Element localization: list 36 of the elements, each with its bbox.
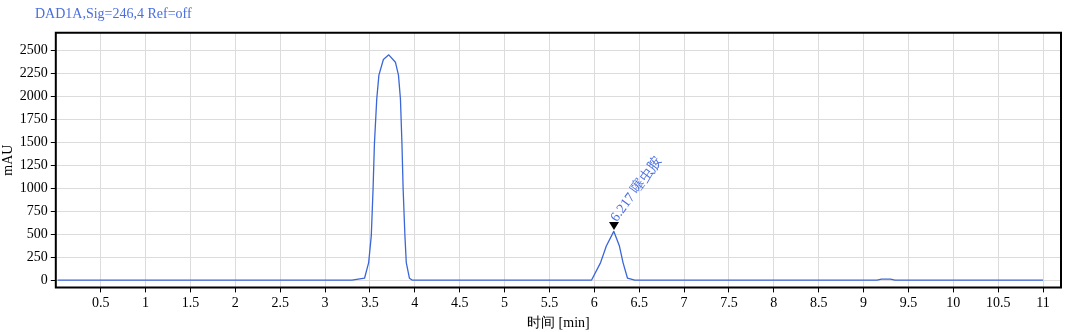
- x-tick-label: 1.5: [181, 295, 200, 311]
- y-tick-label: 2000: [19, 87, 48, 103]
- x-tick-label: 10.5: [985, 295, 1011, 311]
- x-tick-label: 3.5: [361, 295, 379, 311]
- x-tick-label: 0.5: [91, 295, 110, 311]
- x-tick-label: 4.5: [450, 295, 469, 311]
- x-tick-label: 9: [860, 295, 868, 311]
- y-tick-label: 250: [26, 248, 48, 264]
- x-tick-label: 2: [231, 295, 239, 311]
- x-tick-label: 3: [321, 295, 329, 311]
- y-tick-label: 2500: [19, 41, 48, 57]
- x-tick-label: 7.5: [720, 295, 738, 311]
- x-tick-label: 4: [411, 295, 419, 311]
- y-tick-label: 750: [26, 202, 48, 218]
- x-tick-label: 5.5: [540, 295, 559, 311]
- chart-title: DAD1A,Sig=246,4 Ref=off: [0, 6, 193, 22]
- y-tick-label: 1500: [19, 133, 48, 149]
- x-tick-label: 8.5: [809, 295, 828, 311]
- x-tick-label: 7: [680, 295, 688, 311]
- y-tick-label: 1000: [19, 179, 48, 195]
- y-axis-title: mAU: [0, 144, 16, 176]
- y-tick-label: 1750: [19, 110, 48, 126]
- x-tick-label: 6: [590, 295, 598, 311]
- x-tick-label: 6.5: [630, 295, 648, 311]
- x-tick-label: 2.5: [271, 295, 289, 311]
- x-tick-label: 1: [142, 295, 150, 311]
- y-tick-label: 1250: [19, 156, 48, 172]
- y-tick-label: 500: [26, 225, 48, 241]
- y-tick-label: 2250: [19, 64, 48, 80]
- x-tick-label: 5: [501, 295, 509, 311]
- x-tick-label: 9.5: [899, 295, 918, 311]
- y-tick-label: 0: [40, 271, 48, 287]
- x-tick-label: 11: [1036, 295, 1050, 311]
- x-tick-label: 8: [770, 295, 778, 311]
- x-tick-label: 10: [946, 295, 961, 311]
- x-axis-title: 时间 [min]: [527, 315, 590, 331]
